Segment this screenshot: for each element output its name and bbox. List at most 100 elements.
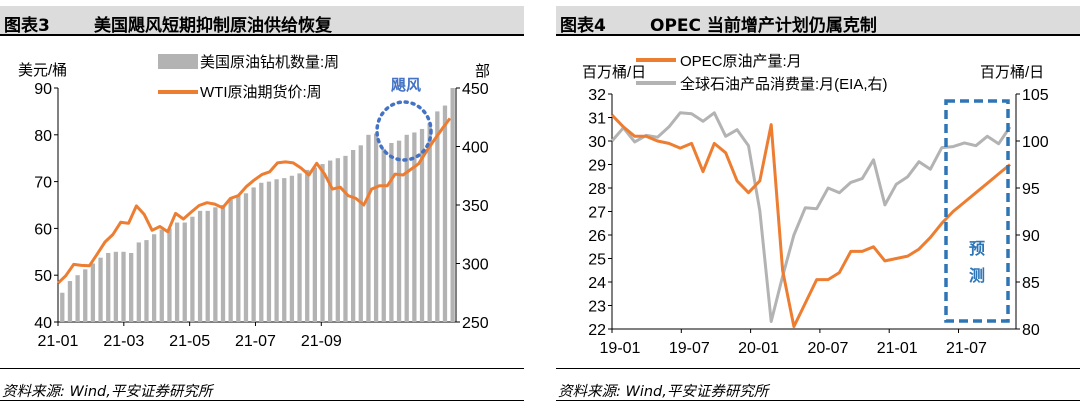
y-tick-label-left: 28 <box>588 181 606 198</box>
y-tick-label-left: 23 <box>588 299 606 316</box>
rig-count-bar <box>442 105 448 322</box>
consumption-line <box>610 111 1012 323</box>
rig-count-bar <box>266 181 272 322</box>
rig-count-bar <box>144 240 149 322</box>
y-tick-label-right: 300 <box>462 257 489 274</box>
rig-count-bar <box>305 169 310 322</box>
y-tick-label-right: 450 <box>462 81 489 98</box>
y-tick-label-right: 85 <box>1022 275 1040 292</box>
rig-count-bar <box>151 234 157 322</box>
right-chart-panel: 图表4 OPEC 当前增产计划仍属克制 22 23 24 25 26 27 28 29 30 31… <box>556 0 1080 408</box>
hurricane-annotation-label: 飓风 <box>391 77 421 94</box>
y-unit-right: 百万桶/日 <box>980 64 1044 81</box>
rig-count-bar <box>358 145 363 322</box>
rig-count-bar <box>228 199 233 322</box>
x-tick-label: 21-07 <box>946 340 987 357</box>
rig-count-bar <box>320 164 325 322</box>
rig-count-bar <box>90 263 96 322</box>
y-tick-label-left: 30 <box>588 134 606 151</box>
rig-count-bar <box>136 242 141 322</box>
rig-count-bar <box>98 257 103 322</box>
wti-price-line <box>56 117 452 285</box>
y-tick-label-left: 27 <box>588 205 606 222</box>
rig-count-bar <box>220 205 226 322</box>
x-tick-label: 21-07 <box>235 333 276 350</box>
x-tick-label: 20-07 <box>807 340 848 357</box>
rig-count-bar <box>205 210 210 322</box>
figure-title: 美国飓风短期抑制原油供给恢复 <box>94 16 332 36</box>
chart-header: 图表3 美国飓风短期抑制原油供给恢复 <box>0 6 524 36</box>
rig-count-bar <box>389 142 394 322</box>
divider <box>556 368 1080 369</box>
y-tick-label-left: 22 <box>588 322 606 339</box>
rig-count-bar <box>289 175 295 322</box>
rig-count-bar <box>60 292 65 322</box>
rig-count-bar <box>366 134 371 322</box>
left-chart-panel: 图表3 美国飓风短期抑制原油供给恢复 40 50 60 70 80 90 250 300 350… <box>0 0 524 408</box>
rig-count-bar <box>129 252 134 322</box>
y-tick-label-left: 25 <box>588 252 606 269</box>
forecast-label: 测 <box>969 266 985 285</box>
y-tick-label-left: 31 <box>588 111 606 128</box>
rig-count-bar <box>259 182 264 322</box>
rig-count-bar <box>396 140 402 322</box>
legend-label-consumption: 全球石油产品消费量:月(EIA,右) <box>680 75 888 93</box>
rig-count-bar <box>213 207 218 322</box>
rig-count-bar <box>335 158 340 322</box>
rig-count-bar <box>106 252 111 322</box>
rig-count-bar <box>373 133 379 322</box>
rig-count-bar <box>450 88 455 322</box>
y-tick-label-right: 350 <box>462 198 489 215</box>
y-tick-label-left: 90 <box>34 81 52 98</box>
y-tick-label-right: 100 <box>1022 134 1049 151</box>
figure-title: OPEC 当前增产计划仍属克制 <box>650 16 877 36</box>
rig-count-bar <box>67 281 73 322</box>
y-tick-label-left: 32 <box>588 87 606 104</box>
rig-count-bar <box>159 229 164 322</box>
rig-count-bar <box>251 187 256 322</box>
divider <box>0 400 524 401</box>
legend-swatch-rig-count <box>158 54 198 69</box>
rig-count-bar <box>427 123 432 322</box>
y-tick-label-left: 40 <box>34 315 52 332</box>
rig-count-bar <box>236 195 241 322</box>
x-tick-label: 19-01 <box>600 340 641 357</box>
x-tick-label: 21-09 <box>301 333 342 350</box>
y-unit-left: 美元/桶 <box>18 62 67 79</box>
divider <box>0 368 524 369</box>
hurricane-highlight-circle <box>375 100 433 162</box>
rig-count-bar <box>83 269 88 322</box>
y-tick-label-right: 400 <box>462 140 489 157</box>
rig-count-bar <box>174 222 180 322</box>
x-tick-label: 21-05 <box>169 333 210 350</box>
chart-header: 图表4 OPEC 当前增产计划仍属克制 <box>556 6 1080 36</box>
y-tick-label-left: 70 <box>34 175 52 192</box>
rig-count-wti-chart: 40 50 60 70 80 90 250 300 350 400 450 美元/桶 部 21-01 21-… <box>18 54 490 350</box>
y-tick-label-right: 250 <box>462 315 489 332</box>
forecast-label: 预 <box>969 240 985 258</box>
rig-count-bar <box>435 111 440 323</box>
rig-count-bar <box>381 148 386 322</box>
opec-production-line <box>610 114 1011 329</box>
rig-count-bar <box>350 150 356 322</box>
rig-count-bar <box>328 160 333 322</box>
y-unit-right: 部 <box>475 63 490 80</box>
y-tick-label-left: 50 <box>34 268 52 285</box>
legend-label-wti: WTI原油期货价:周 <box>200 84 322 101</box>
x-tick-label: 20-01 <box>738 340 779 357</box>
y-tick-label-right: 90 <box>1022 228 1040 245</box>
y-tick-label-right: 105 <box>1022 87 1049 104</box>
source-note: 资料来源: Wind,平安证券研究所 <box>2 384 213 400</box>
rig-count-bar <box>197 210 203 322</box>
rig-count-bar <box>274 179 279 322</box>
y-tick-label-right: 80 <box>1022 322 1040 339</box>
y-tick-label-left: 26 <box>588 228 606 245</box>
rig-count-bar <box>297 173 302 322</box>
rig-count-bar <box>343 155 348 322</box>
rig-count-bar <box>419 128 425 322</box>
rig-count-bar <box>75 275 80 322</box>
x-tick-label: 21-03 <box>103 333 144 350</box>
x-tick-label: 19-07 <box>669 340 710 357</box>
figure-number: 图表4 <box>560 16 606 36</box>
rig-count-bar <box>190 216 195 322</box>
